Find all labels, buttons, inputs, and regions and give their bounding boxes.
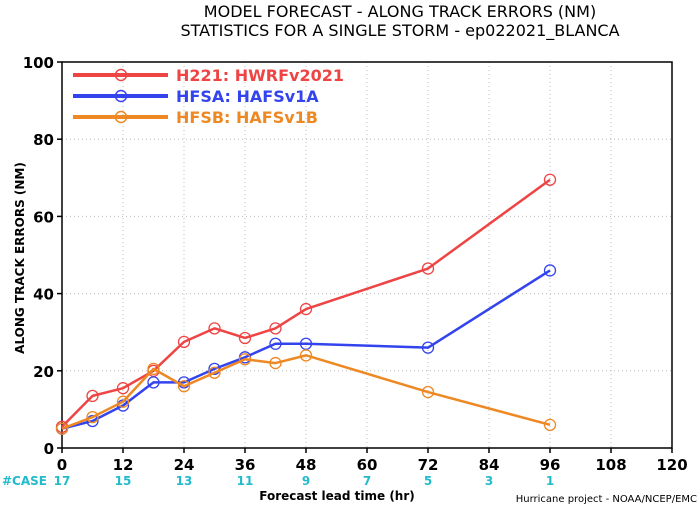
data-point — [86, 414, 99, 428]
chart-subtitle: STATISTICS FOR A SINGLE STORM - ep022021… — [180, 21, 619, 41]
case-count: 9 — [302, 474, 310, 488]
data-point — [269, 356, 282, 370]
data-point — [55, 422, 69, 435]
case-counts: #CASE 17 15 13 11 9 7 5 3 1 — [2, 474, 554, 488]
data-point — [86, 389, 99, 403]
data-point — [543, 418, 557, 431]
chart-title: MODEL FORECAST - ALONG TRACK ERRORS (NM) — [204, 2, 596, 21]
data-point — [208, 366, 221, 379]
data-point — [147, 362, 160, 376]
x-tick-label: 96 — [540, 456, 561, 474]
x-tick-label: 48 — [296, 456, 317, 474]
data-point — [543, 264, 557, 277]
data-point — [208, 322, 221, 335]
data-point — [421, 385, 435, 399]
x-tick-label: 12 — [113, 456, 134, 474]
data-point — [86, 410, 99, 424]
legend-marker — [114, 89, 128, 103]
grid — [62, 62, 672, 448]
legend-label: HFSB: HAFSv1B — [176, 108, 318, 127]
case-count: 1 — [546, 474, 554, 488]
x-axis-label: Forecast lead time (hr) — [259, 489, 415, 503]
x-tick-label: 36 — [235, 456, 256, 474]
credit-label: Hurricane project - NOAA/NCEP/EMC — [516, 494, 697, 505]
case-label: #CASE — [2, 474, 47, 488]
case-count: 11 — [237, 474, 254, 488]
x-tick-label: 108 — [595, 456, 626, 474]
legend-label: H221: HWRFv2021 — [176, 66, 344, 85]
case-count: 7 — [363, 474, 371, 488]
data-point — [116, 382, 130, 395]
series-line — [61, 354, 551, 430]
case-count: 3 — [485, 474, 493, 488]
series-line — [61, 269, 551, 430]
data-point — [177, 335, 191, 349]
y-tick-label: 0 — [44, 440, 54, 458]
data-point — [543, 173, 557, 186]
case-count: 15 — [115, 474, 132, 488]
series-lines — [55, 173, 557, 435]
legend-marker — [114, 68, 128, 82]
data-point — [421, 341, 435, 354]
data-point — [238, 353, 252, 366]
data-point — [421, 262, 435, 275]
y-axis-label: ALONG TRACK ERRORS (NM) — [13, 162, 27, 354]
legend-label: HFSA: HAFSv1A — [176, 87, 319, 106]
data-point — [208, 362, 221, 376]
y-tick-label: 40 — [33, 286, 54, 304]
y-tick-label: 80 — [33, 131, 54, 149]
data-point — [116, 395, 130, 408]
legend: H221: HWRFv2021 HFSA: HAFSv1A HFSB: HAFSv1… — [73, 66, 344, 127]
data-point — [177, 380, 191, 393]
data-point — [299, 302, 313, 316]
y-tick-label: 20 — [33, 363, 54, 381]
data-point — [269, 337, 282, 350]
y-tick-label: 100 — [23, 54, 54, 72]
x-tick-label: 60 — [357, 456, 378, 474]
data-point — [269, 322, 282, 335]
x-tick-label: 120 — [656, 456, 687, 474]
x-tick-label: 0 — [57, 456, 67, 474]
legend-marker — [114, 110, 128, 124]
axis-ticks: 0 12 24 36 48 60 72 84 96 108 120 0 20 40 60 80 100 — [23, 54, 688, 474]
data-point — [299, 349, 313, 362]
case-count: 13 — [176, 474, 193, 488]
x-tick-label: 84 — [479, 456, 500, 474]
case-count: 5 — [424, 474, 432, 488]
case-count: 17 — [54, 474, 71, 488]
series-line — [61, 178, 551, 428]
y-tick-label: 60 — [33, 208, 54, 226]
data-point — [147, 376, 160, 389]
x-tick-label: 72 — [418, 456, 439, 474]
x-tick-label: 24 — [174, 456, 195, 474]
data-point — [238, 331, 252, 345]
